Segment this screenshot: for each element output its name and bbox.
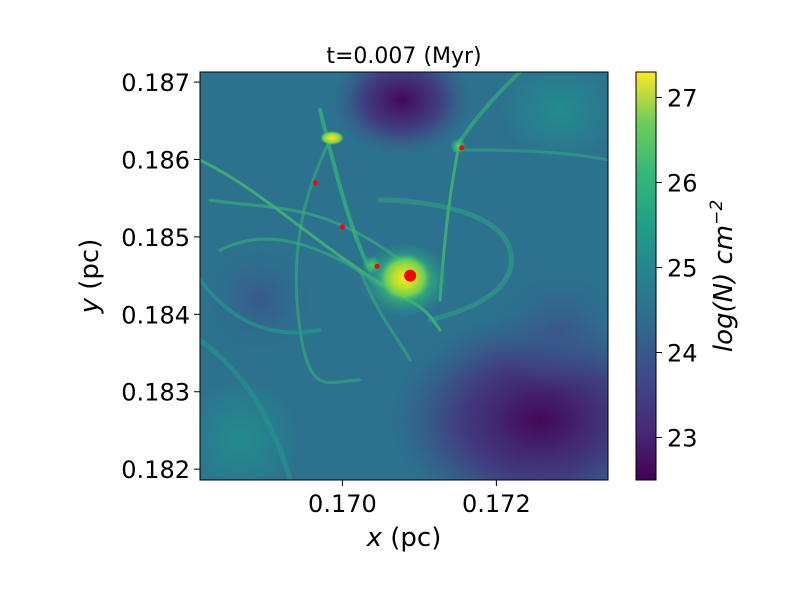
colorbar-tick-label: 23 — [667, 425, 698, 453]
filament — [458, 148, 608, 162]
filament — [377, 197, 514, 323]
x-tick-label: 0.170 — [308, 490, 377, 518]
clump-top-left — [320, 131, 344, 145]
y-tick-label: 0.187 — [121, 69, 190, 97]
colorbar-tick-label: 27 — [667, 85, 698, 113]
clump-top-right — [450, 138, 466, 154]
sink-particle-point — [374, 263, 380, 269]
colorbar-ticks: 23 24 25 26 27 — [656, 85, 698, 453]
y-axis-label: y (pc) — [75, 239, 105, 315]
density-map — [200, 72, 608, 480]
colorbar-tick-label: 26 — [667, 170, 698, 198]
chart-title: t=0.007 (Myr) — [326, 44, 481, 69]
filament — [200, 278, 322, 335]
colorbar-tick-label: 25 — [667, 255, 698, 283]
sink-particle-point — [459, 145, 465, 151]
sink-particle-point — [312, 180, 318, 186]
colorbar — [635, 71, 657, 481]
colorbar-label: log(N) cm−2 — [707, 200, 739, 352]
plot-frame — [199, 71, 609, 481]
clump-mid — [362, 255, 382, 275]
y-tick-label: 0.186 — [121, 146, 190, 174]
y-tick-label: 0.182 — [121, 456, 190, 484]
filament — [318, 108, 372, 272]
void-top — [332, 72, 472, 155]
x-tick-label: 0.172 — [462, 490, 531, 518]
sink-particle-point — [404, 269, 417, 282]
teal-top-right — [500, 72, 608, 160]
teal-left-bottom — [200, 380, 300, 480]
filament — [208, 198, 402, 262]
y-tick-label: 0.183 — [121, 379, 190, 407]
y-tick-label: 0.185 — [121, 224, 190, 252]
y-axis-ticks: 0.182 0.183 0.184 0.185 0.186 0.187 — [121, 69, 200, 484]
y-tick-label: 0.184 — [121, 301, 190, 329]
dark-left-lobe — [205, 245, 315, 355]
filament — [294, 138, 362, 385]
x-axis-label: x (pc) — [366, 523, 442, 553]
filament — [200, 337, 293, 480]
void-right — [490, 270, 608, 390]
x-axis-ticks: 0.170 0.172 — [308, 480, 531, 518]
sink-particles — [312, 145, 465, 282]
sink-particle-point — [339, 224, 345, 230]
colorbar-tick-label: 24 — [667, 340, 698, 368]
